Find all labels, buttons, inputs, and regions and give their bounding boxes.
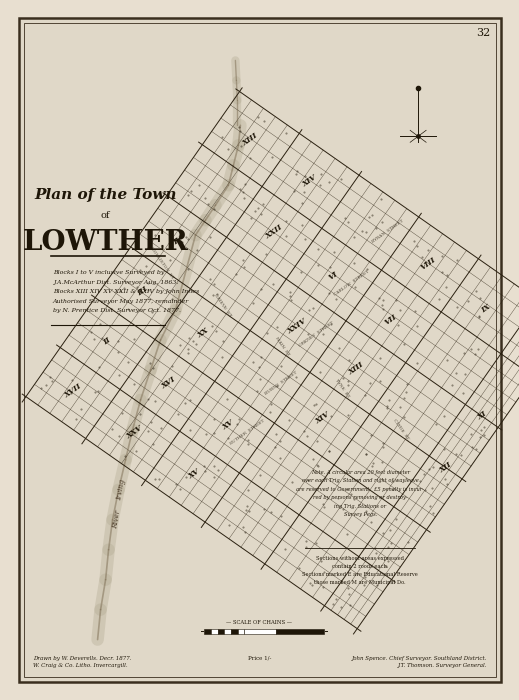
Text: are reserved to Government.  £5 penalty is incur-: are reserved to Government. £5 penalty i… [296,486,424,492]
Text: Irving: Irving [115,479,126,501]
Text: IV: IV [171,234,184,247]
Bar [204,629,211,634]
Text: — SCALE OF CHAINS —: — SCALE OF CHAINS — [226,620,292,624]
Text: Sections marked E are Educational Reserve: Sections marked E are Educational Reserv… [303,572,418,577]
Bar [224,629,231,634]
Text: over each Trig. Station and right of wayleave: over each Trig. Station and right of way… [302,478,419,483]
Text: VI: VI [326,269,339,281]
Text: Survey Pegs.: Survey Pegs. [344,512,377,517]
Bar [231,629,238,634]
Text: GRIEVE  ST.: GRIEVE ST. [213,293,233,318]
Text: HOULISTON  ST.: HOULISTON ST. [149,246,175,280]
Text: ing Trig. Stations or: ing Trig. Stations or [334,504,386,509]
Text: of: of [101,211,111,220]
Text: CARLOW  STREET: CARLOW STREET [333,270,370,297]
Text: contain 2 roods each.: contain 2 roods each. [332,564,389,568]
Text: XIII: XIII [347,360,366,377]
Text: Price 1/-: Price 1/- [248,656,271,661]
Text: 32: 32 [476,29,490,38]
Text: MAIN  ST.: MAIN ST. [275,337,291,358]
Text: II: II [102,336,113,346]
Text: W. Craig & Co. Litho. Invercargill.: W. Craig & Co. Litho. Invercargill. [33,663,127,668]
Text: BYRAN  STREET: BYRAN STREET [371,219,404,244]
Bar [218,629,224,634]
Text: John Spence. Chief Surveyor. Southland District.: John Spence. Chief Surveyor. Southland D… [351,656,487,661]
Bar [238,629,244,634]
Text: VII: VII [383,312,399,326]
Text: XXV: XXV [125,424,143,440]
Text: XIII: XIII [241,131,260,147]
Text: XV: XV [187,468,201,481]
Text: TYNE  ST.: TYNE ST. [334,379,350,399]
Text: those marked M are Municipal Do.: those marked M are Municipal Do. [315,580,406,584]
Text: XXII: XXII [264,223,284,240]
Text: Note. A circular area 20 feet diameter: Note. A circular area 20 feet diameter [311,470,410,475]
Text: III: III [135,285,149,298]
Text: XVII: XVII [63,382,83,399]
Text: Plan of the Town: Plan of the Town [34,188,177,202]
Text: XI: XI [475,410,488,422]
Text: by N. Prentice Dist. Surveyor Oct. 1877.: by N. Prentice Dist. Surveyor Oct. 1877. [52,308,181,313]
Text: Drawn by W. Deverells. Decr. 1877.: Drawn by W. Deverells. Decr. 1877. [33,656,131,661]
Text: Blocks XIII XIV XV XXII & XXIV by John Innes: Blocks XIII XIV XV XXII & XXIV by John I… [52,289,199,294]
Text: J.A.McArthur Dist. Surveyor Aug. 1863.: J.A.McArthur Dist. Surveyor Aug. 1863. [52,279,178,285]
Text: Authorised Surveyor May 1877, remainder: Authorised Surveyor May 1877, remainder [52,299,189,304]
Text: SUTHER  STREET: SUTHER STREET [229,419,265,446]
Text: IX: IX [480,303,492,315]
Text: XX: XX [196,326,210,340]
Text: River: River [111,510,122,530]
Text: XIV: XIV [301,174,319,189]
Text: CLYDE  ST.: CLYDE ST. [392,419,410,442]
Bar [276,629,324,634]
Text: VIII: VIII [419,256,438,272]
Bar [211,629,218,634]
Text: Sections without areas expressed: Sections without areas expressed [316,556,404,561]
Text: XIV: XIV [313,410,331,426]
Text: XXIV: XXIV [286,316,308,335]
Text: red by persons removing or destroy-: red by persons removing or destroy- [313,496,407,500]
Text: XII: XII [438,461,453,475]
Text: LOWTHER: LOWTHER [23,229,188,256]
Text: ORKNEY  STREET: ORKNEY STREET [298,321,334,348]
Text: BURNS  STREET: BURNS STREET [265,370,298,395]
Text: XVI: XVI [160,375,177,391]
Text: XV: XV [221,418,235,431]
Text: Blocks I to V inclusive Surveyed by: Blocks I to V inclusive Surveyed by [52,270,164,275]
Bar [244,629,276,634]
Text: J.T. Thomson. Surveyor General.: J.T. Thomson. Surveyor General. [398,663,487,668]
FancyBboxPatch shape [19,18,501,682]
